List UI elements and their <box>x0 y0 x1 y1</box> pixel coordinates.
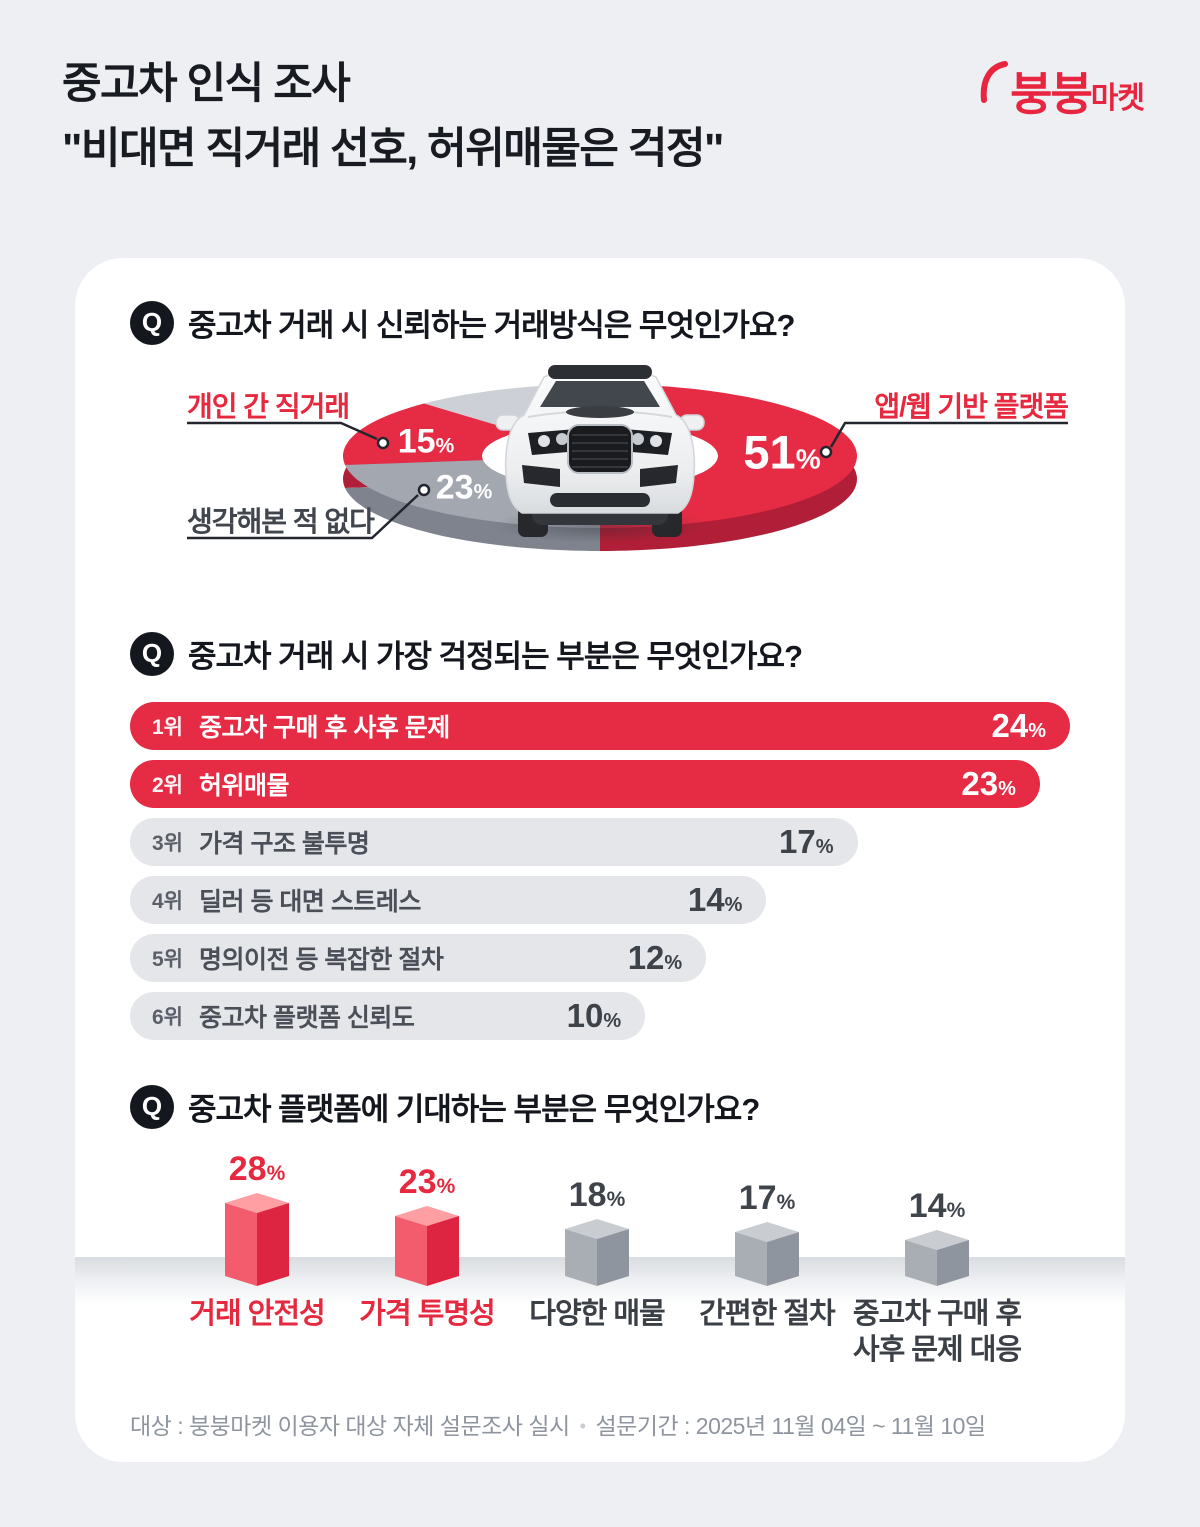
concern-value: 12% <box>627 939 683 976</box>
q-badge-icon: Q <box>130 300 174 345</box>
leader-markers <box>376 436 833 497</box>
concern-bar: 2위 허위매물 23% <box>130 760 1040 808</box>
expectation-cube-chart: 28% 거래 안전성 23% 가격 투명성 18% 다양한 매물 17% 간편한 절차 14% 중… <box>75 1147 1125 1369</box>
cube-columns: 28% 거래 안전성 23% 가격 투명성 18% 다양한 매물 17% 간편한 절차 14% 중… <box>130 1147 1070 1369</box>
cube-column: 18% 다양한 매물 <box>512 1147 682 1369</box>
cube-graphic <box>565 1219 629 1286</box>
concern-value: 23% <box>961 765 1016 802</box>
leader-lines <box>187 421 1068 540</box>
concern-label: 허위매물 <box>199 772 290 800</box>
question-1-header: Q 중고차 거래 시 신뢰하는 거래방식은 무엇인가요? <box>130 300 1070 345</box>
donut-label-never-thought: 생각해본 적 없다 <box>187 506 375 537</box>
question-1-title: 중고차 거래 시 신뢰하는 거래방식은 무엇인가요? <box>188 308 795 343</box>
concern-label: 가격 구조 불투명 <box>199 830 370 858</box>
cube-value: 17% <box>738 1179 796 1217</box>
concern-bar: 4위 딜러 등 대면 스트레스 14% <box>130 876 767 924</box>
brand-logo-text-rest: 마켓 <box>1090 82 1145 115</box>
rank-label: 1위 <box>152 716 183 739</box>
donut-value-never-thought: 23% <box>435 468 493 507</box>
concern-bar-row: 6위 중고차 플랫폼 신뢰도 10% <box>130 992 1070 1040</box>
cube-value: 28% <box>228 1150 286 1188</box>
rank-label: 4위 <box>152 890 183 913</box>
rank-label: 3위 <box>152 832 183 855</box>
concern-label: 중고차 구매 후 사후 문제 <box>199 714 450 742</box>
concern-value: 10% <box>566 997 622 1034</box>
page-title-line2: "비대면 직거래 선호, 허위매물은 걱정" <box>62 124 724 173</box>
brand-logo-text-bold: 붕붕 <box>1010 68 1093 120</box>
header: 중고차 인식 조사 "비대면 직거래 선호, 허위매물은 걱정" 붕붕 마켓 <box>0 0 1200 181</box>
survey-card: Q 중고차 거래 시 신뢰하는 거래방식은 무엇인가요? <box>75 258 1125 1462</box>
cube-graphic <box>225 1193 289 1286</box>
survey-period: 설문기간 : 2025년 11월 04일 ~ 11월 10일 <box>595 1413 986 1439</box>
concern-bar: 1위 중고차 구매 후 사후 문제 24% <box>130 702 1070 750</box>
concern-bar-row: 1위 중고차 구매 후 사후 문제 24% <box>130 702 1070 750</box>
concern-bars: 1위 중고차 구매 후 사후 문제 24% 2위 허위매물 23% 3위 가격 구조 불투명 1… <box>130 702 1070 1040</box>
cube-column: 17% 간편한 절차 <box>682 1147 852 1369</box>
cube-column: 28% 거래 안전성 <box>172 1147 342 1369</box>
rank-label: 6위 <box>152 1006 183 1029</box>
page-title-line1: 중고차 인식 조사 <box>62 60 351 108</box>
rank-label: 5위 <box>152 948 183 971</box>
question-2-title: 중고차 거래 시 가장 걱정되는 부분은 무엇인가요? <box>188 639 803 674</box>
concern-bar: 3위 가격 구조 불투명 17% <box>130 818 858 866</box>
donut-value-app-platform: 51% <box>743 425 821 479</box>
donut-label-app-platform: 앱/웹 기반 플랫폼 <box>874 391 1069 422</box>
trust-method-donut-chart: 개인 간 직거래 앱/웹 기반 플랫폼 생각해본 적 없다 15% 23% 51… <box>130 355 1070 585</box>
cube-label: 거래 안전성 <box>189 1298 325 1330</box>
concern-bar-row: 4위 딜러 등 대면 스트레스 14% <box>130 876 1070 924</box>
concern-value: 14% <box>687 881 743 918</box>
cube-value: 14% <box>908 1187 966 1225</box>
question-2-header: Q 중고차 거래 시 가장 걱정되는 부분은 무엇인가요? <box>130 631 1070 676</box>
cube-column: 23% 가격 투명성 <box>342 1147 512 1369</box>
donut-label-direct-trade: 개인 간 직거래 <box>187 391 350 422</box>
car-image <box>492 365 708 543</box>
cube-label: 다양한 매물 <box>529 1298 665 1330</box>
concern-bar: 5위 명의이전 등 복잡한 절차 12% <box>130 934 707 982</box>
donut-slice <box>343 403 520 465</box>
question-3-title: 중고차 플랫폼에 기대하는 부분은 무엇인가요? <box>188 1092 760 1127</box>
note-separator: • <box>579 1416 586 1436</box>
brand-logo: 붕붕 마켓 <box>978 56 1145 120</box>
cube-label: 가격 투명성 <box>359 1298 495 1330</box>
concern-label: 딜러 등 대면 스트레스 <box>199 888 421 916</box>
rank-label: 2위 <box>152 774 183 797</box>
survey-target: 대상 : 붕붕마켓 이용자 대상 자체 설문조사 실시 <box>130 1413 570 1439</box>
cube-label: 간편한 절차 <box>699 1298 835 1330</box>
cube-value: 18% <box>568 1176 626 1214</box>
concern-label: 중고차 플랫폼 신뢰도 <box>199 1004 415 1032</box>
concern-label: 명의이전 등 복잡한 절차 <box>199 946 444 974</box>
concern-value: 24% <box>991 707 1046 744</box>
donut-chart-graphic <box>187 365 1068 551</box>
cube-label: 중고차 구매 후 사후 문제 대응 <box>852 1298 1022 1367</box>
cube-graphic <box>905 1230 969 1286</box>
page-title: 중고차 인식 조사 "비대면 직거래 선호, 허위매물은 걱정" <box>62 52 1140 181</box>
concern-value: 17% <box>779 823 834 860</box>
q-badge-icon: Q <box>130 1084 174 1129</box>
cube-value: 23% <box>398 1163 456 1201</box>
question-3-header: Q 중고차 플랫폼에 기대하는 부분은 무엇인가요? <box>130 1084 1070 1129</box>
concern-bar: 6위 중고차 플랫폼 신뢰도 10% <box>130 992 646 1040</box>
cube-graphic <box>395 1206 459 1286</box>
cube-column: 14% 중고차 구매 후 사후 문제 대응 <box>852 1147 1022 1369</box>
donut-value-direct-trade: 15% <box>397 422 455 461</box>
q-badge-icon: Q <box>130 631 174 676</box>
concern-bar-row: 5위 명의이전 등 복잡한 절차 12% <box>130 934 1070 982</box>
car-logo-icon <box>978 56 1009 113</box>
concern-bar-row: 2위 허위매물 23% <box>130 760 1070 808</box>
concern-bar-row: 3위 가격 구조 불투명 17% <box>130 818 1070 866</box>
cube-graphic <box>735 1222 799 1286</box>
survey-note: 대상 : 붕붕마켓 이용자 대상 자체 설문조사 실시 • 설문기간 : 2025년… <box>130 1407 1070 1441</box>
